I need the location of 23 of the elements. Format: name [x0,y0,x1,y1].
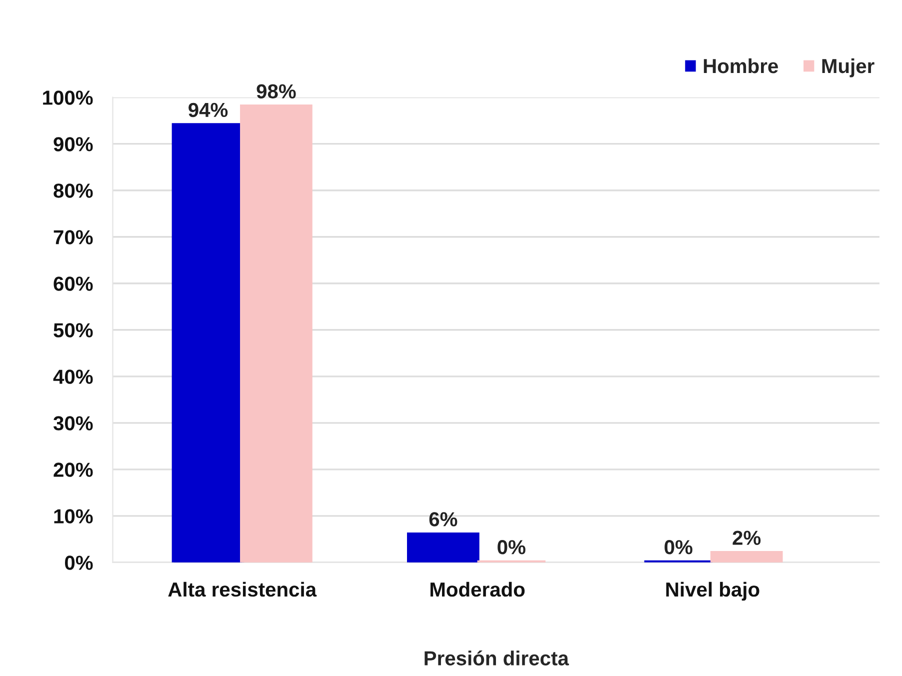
legend-label: Mujer [822,58,874,78]
y-tick-label: 100% [43,90,93,105]
data-label: 0% [498,540,526,554]
data-label: 6% [429,512,458,526]
y-tick-label: 10% [54,509,93,524]
data-label: 0% [664,540,692,554]
y-tick-label: 20% [54,462,93,477]
x-axis-title: Presión directa [424,650,569,666]
data-label: 98% [256,84,296,98]
y-tick-label: 60% [54,276,93,291]
x-tick-label: Nivel bajo [666,582,760,601]
legend-label: Hombre [704,58,778,74]
x-tick-label: Alta resistencia [168,582,317,597]
y-tick-label: 0% [64,556,93,570]
y-tick-label: 90% [54,137,93,152]
x-tick-label: Moderado [430,582,525,597]
data-label: 94% [188,102,228,118]
y-tick-label: 80% [54,184,93,198]
y-tick-label: 30% [53,416,93,430]
y-tick-label: 40% [53,370,93,384]
data-label: 2% [732,530,761,545]
y-tick-label: 70% [54,230,93,244]
y-tick-label: 50% [54,323,93,338]
